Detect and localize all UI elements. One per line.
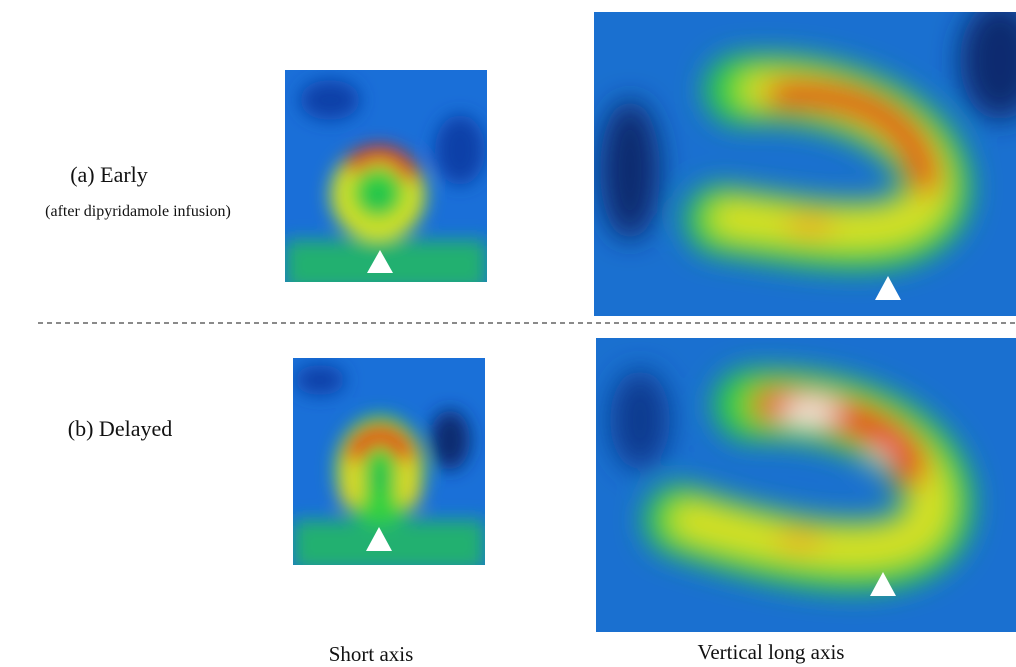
early-short-axis-image (285, 70, 487, 290)
figure: (a) Early (after dipyridamole infusion) … (0, 0, 1016, 667)
early-long-axis-image (594, 0, 1016, 316)
figure-graphics (0, 0, 1016, 667)
panel-sublabel: (after dipyridamole infusion) (45, 203, 231, 221)
delayed-long-axis-image (596, 338, 1016, 632)
column-label: Vertical long axis (698, 640, 845, 665)
column-label: Short axis (329, 642, 414, 667)
panel-label: (a) Early (70, 162, 148, 188)
panel-label: (b) Delayed (68, 416, 172, 442)
delayed-short-axis-image (293, 358, 485, 570)
